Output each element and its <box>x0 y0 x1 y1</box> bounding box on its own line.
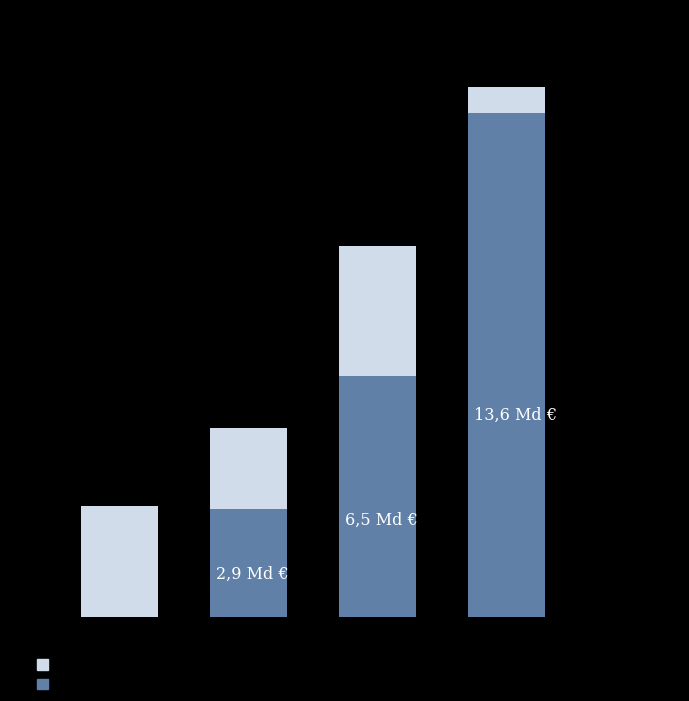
Bar <box>210 510 287 617</box>
Text: 6,5 Md €: 6,5 Md € <box>345 512 418 529</box>
Bar <box>468 113 545 617</box>
Legend: , : , <box>37 659 52 691</box>
Text: 2,9 Md €: 2,9 Md € <box>216 566 289 583</box>
Text: 13,6 Md €: 13,6 Md € <box>475 407 557 423</box>
Bar <box>339 246 416 376</box>
Bar <box>468 86 545 113</box>
Bar <box>210 428 287 510</box>
Bar <box>339 376 416 617</box>
Bar <box>81 505 158 617</box>
